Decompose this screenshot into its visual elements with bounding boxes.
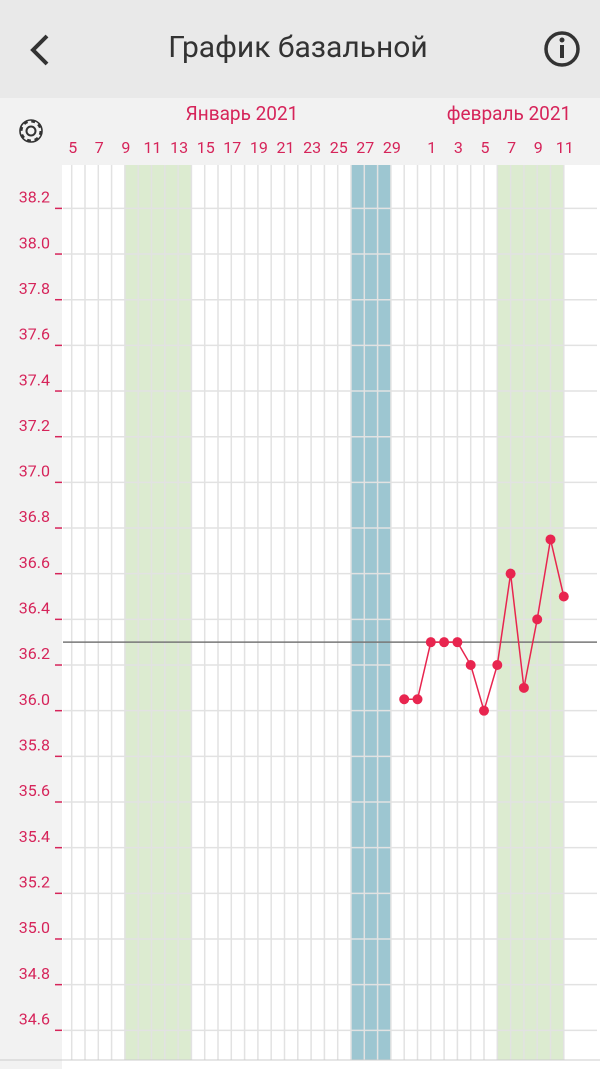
axis-column xyxy=(0,165,62,1069)
x-tick-label: 5 xyxy=(481,138,490,157)
x-tick-label: 11 xyxy=(556,138,574,157)
temperature-point xyxy=(532,614,543,625)
month-label: Январь 2021 xyxy=(186,102,299,125)
y-tick-label: 36.2 xyxy=(19,644,50,663)
y-tick-label: 37.8 xyxy=(19,279,50,298)
temperature-point xyxy=(518,682,529,693)
header-bar xyxy=(0,0,600,98)
y-tick-label: 37.2 xyxy=(19,416,50,435)
temperature-point xyxy=(545,534,556,545)
y-tick-label: 36.0 xyxy=(19,690,50,709)
info-stem xyxy=(560,45,564,58)
x-tick-label: 3 xyxy=(454,138,463,157)
temperature-point xyxy=(558,591,569,602)
period-band xyxy=(497,165,564,1060)
temperature-point xyxy=(505,568,516,579)
back-button[interactable] xyxy=(30,34,49,66)
y-tick-label: 36.4 xyxy=(19,599,50,618)
x-tick-label: 7 xyxy=(95,138,104,157)
y-tick-label: 35.0 xyxy=(19,918,50,937)
info-dot xyxy=(559,37,565,43)
x-tick-label: 25 xyxy=(330,138,348,157)
y-tick-label: 34.8 xyxy=(19,964,50,983)
x-tick-label: 17 xyxy=(223,138,241,157)
temperature-point xyxy=(492,660,503,671)
y-tick-label: 35.4 xyxy=(19,827,50,846)
temperature-point xyxy=(439,637,450,648)
gear-outer xyxy=(19,119,43,143)
x-tick-label: 13 xyxy=(170,138,188,157)
x-tick-label: 21 xyxy=(277,138,295,157)
x-tick-label: 11 xyxy=(144,138,162,157)
x-tick-label: 9 xyxy=(121,138,130,157)
x-tick-label: 27 xyxy=(356,138,374,157)
temperature-point xyxy=(399,694,410,705)
y-tick-label: 37.4 xyxy=(19,370,50,389)
screen-title: График базальной xyxy=(168,30,427,65)
y-tick-label: 35.8 xyxy=(19,736,50,755)
date-header xyxy=(0,98,600,165)
period-band xyxy=(351,165,391,1060)
temperature-point xyxy=(425,637,436,648)
y-tick-label: 38.2 xyxy=(19,188,50,207)
y-tick-label: 38.0 xyxy=(19,233,50,252)
period-band xyxy=(124,165,192,1060)
x-tick-label: 7 xyxy=(507,138,516,157)
x-tick-label: 9 xyxy=(534,138,543,157)
x-tick-label: 5 xyxy=(68,138,77,157)
x-tick-label: 29 xyxy=(383,138,401,157)
temperature-point xyxy=(465,660,476,671)
x-tick-label: 19 xyxy=(250,138,268,157)
y-tick-label: 37.0 xyxy=(19,462,50,481)
x-tick-label: 15 xyxy=(197,138,215,157)
gear-teeth xyxy=(19,119,43,143)
x-tick-label: 1 xyxy=(427,138,436,157)
temperature-point xyxy=(412,694,423,705)
y-tick-label: 36.6 xyxy=(19,553,50,572)
settings-button[interactable] xyxy=(19,119,43,143)
y-tick-label: 35.2 xyxy=(19,873,50,892)
month-label: февраль 2021 xyxy=(447,102,571,125)
info-circle xyxy=(544,31,580,67)
temperature-point xyxy=(479,705,489,716)
y-tick-label: 35.6 xyxy=(19,781,50,800)
gear-hole xyxy=(25,125,37,137)
x-tick-label: 23 xyxy=(303,138,321,157)
y-tick-label: 37.6 xyxy=(19,325,50,344)
info-button[interactable] xyxy=(544,31,580,67)
y-tick-label: 36.8 xyxy=(19,507,50,526)
y-tick-label: 34.6 xyxy=(19,1010,50,1029)
temperature-point xyxy=(452,637,463,648)
